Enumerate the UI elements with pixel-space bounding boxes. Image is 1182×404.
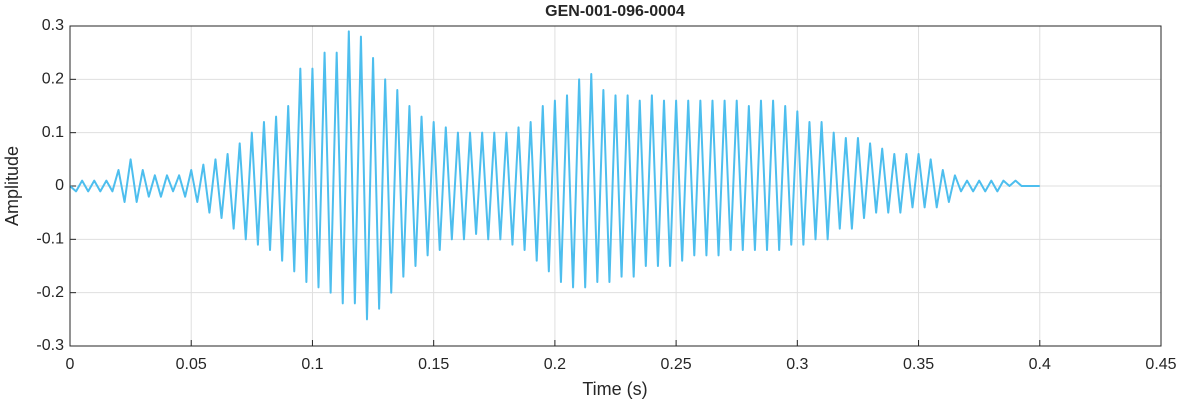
- y-tick-label: 0.2: [42, 71, 64, 88]
- x-tick-label: 0.35: [903, 356, 934, 373]
- x-tick-label: 0.1: [301, 356, 323, 373]
- x-tick-label: 0: [66, 356, 75, 373]
- y-tick-label: 0.1: [42, 124, 64, 141]
- x-tick-label: 0.4: [1029, 356, 1051, 373]
- y-tick-label: -0.1: [36, 231, 64, 248]
- y-tick-label: -0.2: [36, 284, 64, 301]
- x-tick-label: 0.2: [544, 356, 566, 373]
- x-tick-label: 0.45: [1145, 356, 1176, 373]
- y-tick-label: 0.3: [42, 17, 64, 34]
- y-tick-label: -0.3: [36, 337, 64, 354]
- x-tick-label: 0.25: [661, 356, 692, 373]
- chart-title: GEN-001-096-0004: [545, 3, 685, 20]
- x-tick-label: 0.15: [418, 356, 449, 373]
- x-tick-label: 0.05: [176, 356, 207, 373]
- y-tick-label: 0: [55, 177, 64, 194]
- plot-frame: [69, 25, 1162, 347]
- waveform-line: [69, 30, 1040, 321]
- x-tick-label: 0.3: [786, 356, 808, 373]
- x-axis-label: Time (s): [582, 379, 647, 399]
- y-axis-label: Amplitude: [2, 146, 22, 226]
